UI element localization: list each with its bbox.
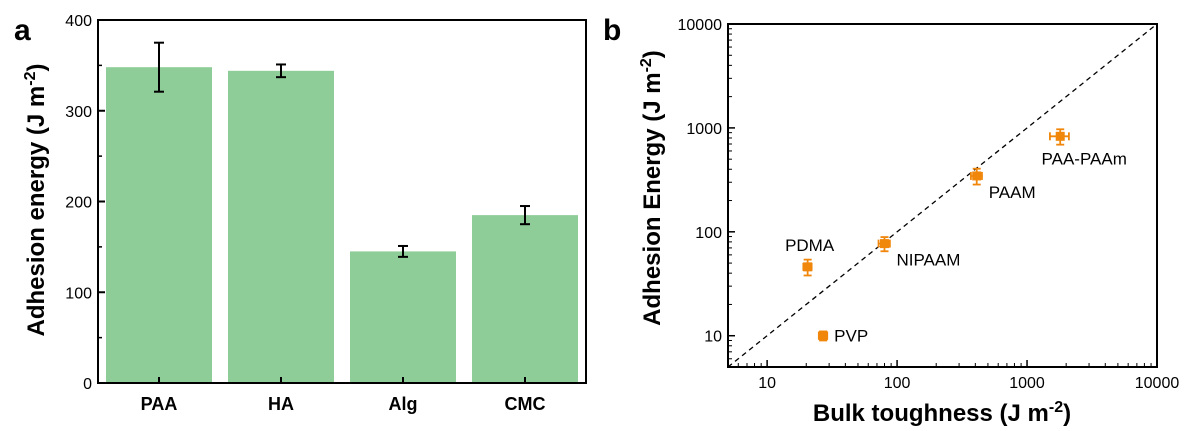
y-axis-title-b: Adhesion Energy (J m-2) bbox=[638, 50, 666, 326]
y-tick-label: 0 bbox=[83, 376, 92, 393]
y-tick-label: 100 bbox=[65, 285, 92, 302]
y-tick-label: 300 bbox=[65, 104, 92, 121]
error-bar-cmc bbox=[520, 205, 530, 226]
y-tick-label: 400 bbox=[65, 13, 92, 30]
bar-chart-panel-a: a 0 100 200 300 400 PAA HA Alg CMC Adhesion ene… bbox=[14, 13, 587, 414]
y-axis-title-a-close: ) bbox=[23, 64, 50, 72]
point-label-paa-paam: PAA-PAAm bbox=[1042, 149, 1127, 168]
x-axis-ticks-b: 10 100 1000 10000 bbox=[727, 360, 1180, 392]
point-marker bbox=[879, 239, 889, 249]
scatter-chart-panel-b: b PDMA PVP NIPAAM PAAM PAA-PAAm 10 100 1000 100… bbox=[603, 14, 1179, 427]
point-marker bbox=[803, 262, 813, 272]
x-tick-label-alg: Alg bbox=[389, 394, 418, 414]
bar-ha bbox=[228, 70, 334, 383]
x-axis-title-b: Bulk toughness (J m-2) bbox=[813, 399, 1071, 427]
y-axis-title-b-sup: -2 bbox=[638, 58, 655, 72]
point-label-pvp: PVP bbox=[834, 327, 868, 346]
x-axis-title-b-text: Bulk toughness (J m bbox=[813, 400, 1049, 427]
point-label-pdma: PDMA bbox=[785, 236, 835, 255]
x-axis-title-b-sup: -2 bbox=[1049, 399, 1063, 416]
error-bar-group bbox=[154, 41, 530, 258]
x-tick-label: 10 bbox=[758, 375, 776, 392]
panel-a-letter: a bbox=[14, 14, 31, 47]
point-marker bbox=[1055, 131, 1065, 141]
scatter-point-group: PDMA PVP NIPAAM PAAM PAA-PAAm bbox=[785, 128, 1127, 346]
point-marker bbox=[818, 331, 828, 341]
reference-line-y-equals-x bbox=[727, 23, 1158, 368]
data-point-pvp: PVP bbox=[817, 327, 868, 346]
bar-alg bbox=[350, 251, 456, 383]
bar-group bbox=[106, 67, 578, 383]
x-tick-label-paa: PAA bbox=[141, 394, 178, 414]
bar-cmc bbox=[472, 215, 578, 383]
y-tick-label: 100 bbox=[695, 225, 722, 242]
data-point-pdma: PDMA bbox=[785, 236, 835, 277]
y-tick-label: 1000 bbox=[686, 121, 722, 138]
x-axis-title-b-close: ) bbox=[1063, 400, 1071, 427]
y-axis-title-a-text: Adhesion energy (J m bbox=[23, 86, 50, 337]
data-point-paa-paam: PAA-PAAm bbox=[1042, 128, 1127, 168]
bar-paa bbox=[106, 67, 212, 383]
x-tick-label-cmc: CMC bbox=[505, 394, 546, 414]
y-axis-ticks-b: 10 100 1000 10000 bbox=[678, 17, 735, 368]
x-axis-labels-a: PAA HA Alg CMC bbox=[141, 377, 546, 414]
point-marker bbox=[972, 171, 982, 181]
x-tick-label-ha: HA bbox=[268, 394, 294, 414]
error-bar-alg bbox=[398, 244, 408, 258]
y-axis-title-b-text: Adhesion Energy (J m bbox=[639, 72, 666, 325]
y-tick-label: 10 bbox=[704, 329, 722, 346]
panel-b-letter: b bbox=[603, 14, 621, 47]
x-tick-label: 10000 bbox=[1135, 375, 1180, 392]
y-axis-title-a: Adhesion energy (J m-2) bbox=[22, 64, 50, 337]
y-tick-label: 200 bbox=[65, 195, 92, 212]
data-point-paam: PAAM bbox=[970, 167, 1036, 202]
x-tick-label: 1000 bbox=[1009, 375, 1045, 392]
plot-frame-b bbox=[727, 23, 1158, 368]
error-bar-ha bbox=[276, 63, 286, 79]
point-label-paam: PAAM bbox=[989, 183, 1036, 202]
y-axis-title-b-close: ) bbox=[639, 50, 666, 58]
x-tick-label: 100 bbox=[884, 375, 911, 392]
error-bar-paa bbox=[154, 41, 164, 93]
y-axis-title-a-sup: -2 bbox=[22, 71, 39, 85]
y-axis-ticks-a: 0 100 200 300 400 bbox=[65, 13, 105, 393]
point-label-nipaam: NIPAAM bbox=[896, 251, 960, 270]
data-point-nipaam: NIPAAM bbox=[877, 236, 960, 270]
y-tick-label: 10000 bbox=[678, 17, 723, 34]
